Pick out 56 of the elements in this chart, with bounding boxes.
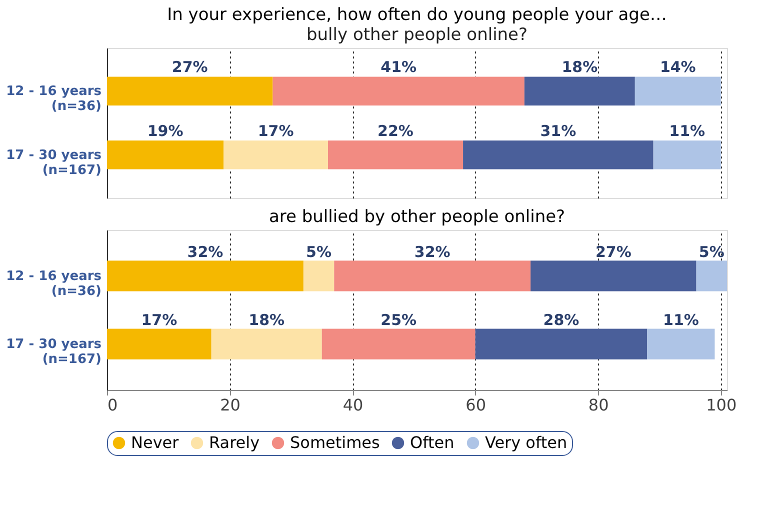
- x-tick-label: 40: [342, 396, 364, 414]
- legend-label: Rarely: [209, 433, 260, 452]
- data-label: 25%: [380, 311, 417, 330]
- chart-title: are bullied by other people online?: [268, 207, 566, 227]
- data-label: 18%: [562, 58, 598, 76]
- bar: [328, 140, 464, 170]
- data-label: 19%: [147, 122, 184, 140]
- data-label: 14%: [660, 58, 696, 76]
- y-tick-label: 17 - 30 years (n=167): [6, 148, 102, 178]
- legend-label: Sometimes: [290, 433, 380, 452]
- x-tick-label: 0: [108, 396, 118, 414]
- bar: [634, 76, 721, 106]
- data-label: 11%: [669, 122, 706, 140]
- data-label: 5%: [306, 242, 332, 261]
- bar: [107, 328, 212, 360]
- bar: [107, 76, 273, 106]
- data-label: 32%: [414, 242, 450, 261]
- x-tick-label: 80: [588, 396, 609, 414]
- data-label: 5%: [698, 242, 724, 261]
- bar: [272, 76, 524, 106]
- bar: [530, 260, 696, 292]
- bar: [322, 328, 476, 360]
- legend-label: Very often: [485, 433, 568, 452]
- chart-subtitle: bully other people online?: [306, 25, 528, 45]
- x-tick-label: 100: [706, 396, 737, 414]
- bar: [524, 76, 635, 106]
- bar: [107, 260, 304, 292]
- chart-title: In your experience, how often do young people your age…: [167, 5, 667, 25]
- bar: [224, 140, 328, 170]
- legend-label: Never: [131, 433, 180, 452]
- legend-label: Often: [410, 433, 454, 452]
- data-label: 18%: [248, 311, 285, 330]
- data-label: 17%: [141, 311, 178, 330]
- data-label: 41%: [380, 58, 417, 76]
- bar: [463, 140, 654, 170]
- y-tick-label: 12 - 16 years (n=36): [6, 268, 102, 299]
- bar: [647, 328, 715, 360]
- y-tick-label: 17 - 30 years (n=167): [6, 337, 102, 368]
- data-label: 27%: [172, 58, 208, 76]
- x-tick-label: 20: [220, 396, 240, 414]
- data-label: 11%: [663, 311, 699, 330]
- data-label: 32%: [187, 242, 224, 261]
- data-label: 22%: [378, 122, 414, 140]
- data-label: 17%: [258, 122, 294, 140]
- bar: [211, 328, 322, 360]
- bar: [696, 260, 727, 292]
- bar: [107, 140, 224, 170]
- bar: [303, 260, 334, 292]
- data-label: 28%: [543, 311, 580, 330]
- data-label: 27%: [595, 242, 632, 261]
- bar: [475, 328, 648, 360]
- x-tick-label: 60: [466, 396, 486, 414]
- bar: [653, 140, 721, 170]
- bar: [334, 260, 531, 292]
- data-label: 31%: [540, 122, 576, 140]
- y-tick-label: 12 - 16 years (n=36): [6, 84, 102, 114]
